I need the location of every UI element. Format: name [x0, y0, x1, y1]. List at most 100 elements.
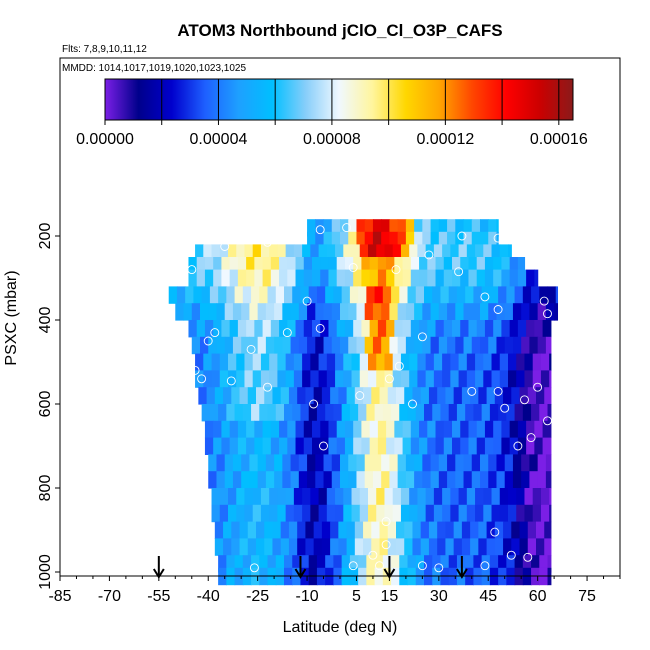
profile-point [381, 517, 391, 527]
heatmap-cell [514, 555, 524, 573]
heatmap-cell [275, 404, 285, 422]
heatmap-cell [287, 257, 297, 275]
heatmap-cell [511, 521, 521, 539]
heatmap-cell [364, 454, 374, 472]
heatmap-cell [224, 336, 234, 355]
heatmap-cell [280, 387, 290, 405]
heatmap-cell [455, 303, 465, 321]
heatmap-cell [379, 521, 389, 539]
heatmap-cell [483, 504, 493, 523]
heatmap-cell [452, 437, 461, 455]
heatmap-cell [458, 244, 468, 262]
heatmap-cell [516, 488, 526, 506]
heatmap-cell [526, 437, 535, 455]
heatmap-cell [419, 269, 428, 287]
heatmap-cell [284, 555, 293, 573]
heatmap-cell [544, 538, 552, 556]
heatmap-cell [359, 244, 369, 262]
heatmap-cell [517, 320, 527, 338]
heatmap-cell [422, 471, 432, 489]
heatmap-cell [545, 454, 552, 472]
heatmap-cell [499, 244, 509, 262]
heatmap-cell [320, 420, 330, 439]
heatmap-cell [213, 257, 223, 275]
heatmap-cell [493, 437, 503, 455]
heatmap-cell [450, 244, 460, 262]
heatmap-cell [232, 336, 242, 355]
heatmap-cell [293, 353, 303, 371]
heatmap-cell [330, 521, 339, 539]
heatmap-cell [501, 257, 511, 275]
heatmap-cell [461, 538, 471, 556]
heatmap-cell [478, 538, 488, 556]
heatmap-cell [331, 219, 341, 237]
heatmap-cell [246, 320, 255, 338]
heatmap-cell [351, 353, 361, 371]
heatmap-cell [295, 437, 305, 455]
heatmap-cell [534, 420, 544, 439]
heatmap-cell [545, 471, 552, 489]
heatmap-cell [229, 320, 239, 338]
heatmap-cell [555, 286, 559, 304]
heatmap-cell [397, 471, 407, 489]
heatmap-cell [348, 303, 358, 321]
heatmap-cell [391, 555, 400, 573]
heatmap-cell [503, 538, 512, 556]
heatmap-cell [361, 257, 371, 275]
heatmap-cell [239, 538, 249, 556]
heatmap-cell [331, 471, 341, 489]
heatmap-cell [522, 286, 532, 304]
heatmap-cell [399, 404, 409, 422]
heatmap-cell [506, 286, 516, 304]
heatmap-cell [237, 269, 247, 287]
heatmap-cell [293, 370, 303, 388]
heatmap-cell [410, 437, 420, 455]
heatmap-cell [484, 269, 494, 287]
heatmap-cell [340, 336, 349, 355]
heatmap-cell [475, 488, 484, 506]
heatmap-cell [303, 420, 313, 439]
heatmap-cell [465, 286, 475, 304]
heatmap-cell [368, 488, 377, 506]
heatmap-cell [203, 244, 213, 262]
heatmap-cell [496, 231, 499, 250]
heatmap-cell [463, 219, 473, 237]
heatmap-cell [295, 257, 305, 275]
heatmap-cell [369, 437, 379, 455]
heatmap-cell [280, 521, 290, 539]
heatmap-cell [532, 370, 542, 388]
heatmap-cell [256, 538, 265, 556]
heatmap-cell [468, 257, 478, 275]
heatmap-cell [430, 303, 440, 321]
heatmap-cell [504, 471, 514, 489]
heatmap-cell [544, 521, 552, 539]
heatmap-cell [247, 521, 257, 539]
heatmap-cell [293, 244, 303, 262]
heatmap-cell [310, 488, 320, 506]
heatmap-cell [471, 471, 481, 489]
colorbar: 0.00000 0.00004 0.00008 0.00012 0.00016 [76, 78, 588, 148]
heatmap-cell [392, 370, 402, 388]
heatmap-cell [508, 504, 517, 523]
heatmap-cell [461, 521, 471, 539]
heatmap-cell [293, 488, 303, 506]
heatmap-cell [354, 538, 364, 556]
heatmap-cell [466, 504, 476, 523]
heatmap-cell [195, 370, 204, 388]
heatmap-cell [300, 404, 310, 422]
heatmap-cell [315, 231, 325, 250]
heatmap-cell [491, 353, 501, 371]
heatmap-cell [498, 555, 507, 573]
heatmap-cell [377, 320, 387, 338]
heatmap-cell [545, 303, 555, 321]
heatmap-cell [343, 504, 353, 523]
heatmap-cell [498, 404, 507, 422]
heatmap-cell [521, 454, 531, 472]
heatmap-cell [547, 404, 552, 422]
heatmap-cell [344, 320, 354, 338]
heatmap-cell [455, 336, 465, 355]
heatmap-cell [228, 370, 237, 388]
heatmap-cell [445, 538, 455, 556]
heatmap-cell [302, 488, 311, 506]
heatmap-cell [452, 269, 461, 287]
